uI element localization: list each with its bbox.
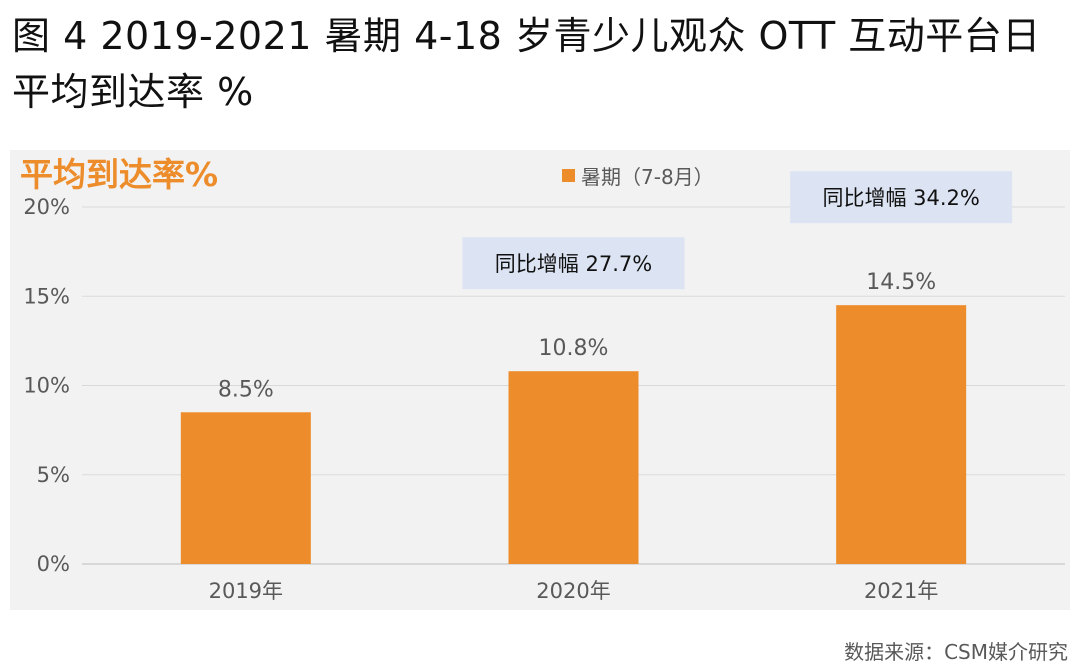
bar [508, 371, 639, 564]
x-tick-label: 2019年 [209, 579, 283, 603]
growth-callout-box [462, 237, 685, 290]
x-tick-label: 2020年 [536, 579, 610, 603]
bar [180, 412, 311, 564]
growth-callout-box [790, 171, 1013, 224]
data-label: 14.5% [866, 270, 936, 295]
y-tick-label: 15% [23, 284, 70, 308]
chart-heading: 平均到达率% [20, 155, 219, 194]
bar [836, 305, 967, 564]
growth-callout-text: 同比增幅 27.7% [495, 252, 652, 276]
source-note: 数据来源：CSM媒介研究 [844, 640, 1068, 664]
figure-title: 图 4 2019-2021 暑期 4-18 岁青少儿观众 OTT 互动平台日平均… [12, 14, 1041, 114]
y-tick-label: 20% [23, 195, 70, 219]
legend-label: 暑期（7-8月） [581, 164, 714, 189]
y-tick-label: 0% [37, 552, 70, 576]
data-label: 8.5% [218, 377, 274, 402]
chart-legend: 暑期（7-8月） [562, 160, 714, 190]
legend-swatch [562, 168, 575, 182]
data-label: 10.8% [539, 336, 609, 361]
growth-callout-text: 同比增幅 34.2% [822, 186, 979, 210]
y-tick-label: 5% [37, 463, 70, 487]
y-tick-label: 10% [23, 374, 70, 398]
x-tick-label: 2021年 [864, 579, 938, 603]
